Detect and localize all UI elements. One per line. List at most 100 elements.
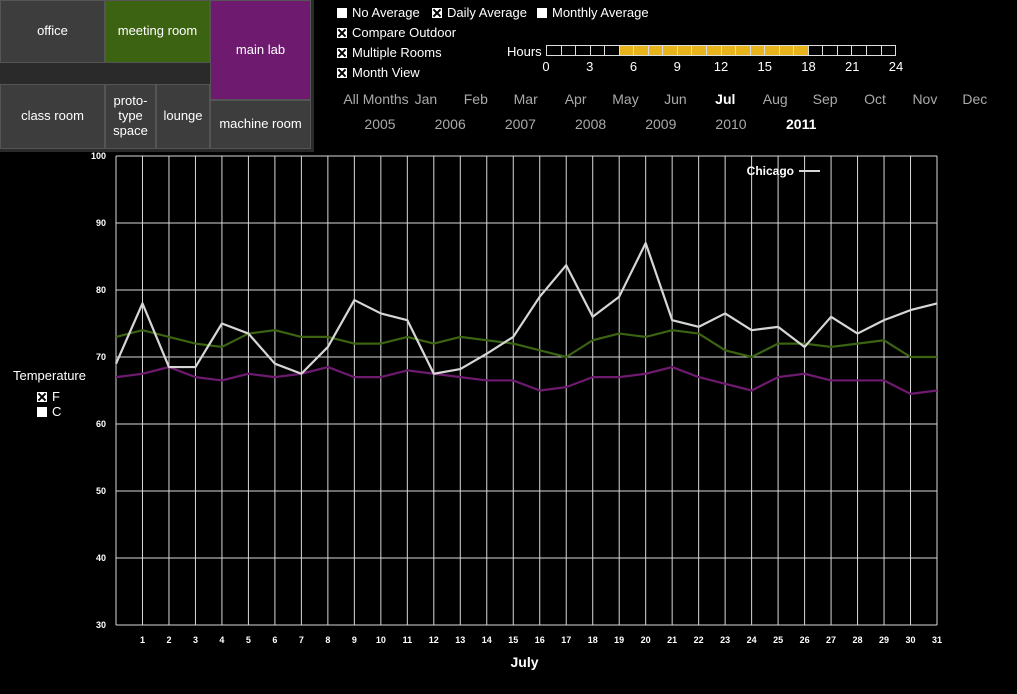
month-option[interactable]: Apr [564,91,587,107]
x-tick-label: 11 [403,635,413,645]
x-tick-label: 26 [800,635,810,645]
month-option[interactable]: Aug [762,91,788,107]
month-option[interactable]: Jul [715,91,736,107]
hour-cell[interactable] [721,46,737,55]
room-prototype-space[interactable]: proto- type space [105,84,156,149]
month-option[interactable]: May [612,91,639,107]
room-office[interactable]: office [0,0,105,63]
hours-tick-label: 15 [757,59,772,74]
month-option[interactable]: All Months [343,91,409,107]
compare-outdoor-checkbox[interactable] [337,27,347,38]
hours-tick-label: 21 [845,59,860,74]
year-option[interactable]: 2008 [575,116,607,132]
hour-cell[interactable] [605,46,620,55]
hour-cell[interactable] [619,46,635,55]
month-option[interactable]: Mar [513,91,538,107]
x-tick-label: 4 [219,635,224,645]
month-option[interactable]: Jun [664,91,687,107]
hour-cell[interactable] [547,46,562,55]
x-axis-label: July [510,654,538,670]
hour-cell[interactable] [576,46,591,55]
month-view-checkbox[interactable] [337,67,347,78]
unit-celsius[interactable]: C [37,404,61,419]
x-tick-label: 8 [325,635,330,645]
hour-cell[interactable] [677,46,693,55]
x-tick-label: 18 [588,635,598,645]
x-tick-label: 27 [826,635,836,645]
hour-cell[interactable] [867,46,882,55]
year-option[interactable]: 2009 [645,116,677,132]
month-option[interactable]: Sep [812,91,838,107]
x-tick-label: 29 [879,635,889,645]
no-average-checkbox[interactable] [337,7,347,18]
x-tick-label: 22 [694,635,704,645]
x-tick-label: 1 [140,635,145,645]
x-tick-label: 17 [561,635,571,645]
year-option[interactable]: 2005 [364,116,396,132]
year-option[interactable]: 2007 [504,116,536,132]
room-main-lab[interactable]: main lab [210,0,311,100]
hour-cell[interactable] [823,46,838,55]
hour-cell[interactable] [809,46,824,55]
option-month-view[interactable]: Month View [337,65,420,80]
hour-cell[interactable] [852,46,868,55]
unit-fahrenheit[interactable]: F [37,389,60,404]
y-tick-label: 90 [96,218,106,228]
multiple-rooms-checkbox[interactable] [337,47,347,58]
option-no-average[interactable]: No Average [337,5,420,20]
option-daily-average[interactable]: Daily Average [432,5,527,20]
option-compare-outdoor[interactable]: Compare Outdoor [337,25,456,40]
multiple-rooms-label: Multiple Rooms [352,45,442,60]
fahrenheit-label: F [52,389,60,404]
hour-cell[interactable] [692,46,708,55]
y-tick-label: 30 [96,620,106,630]
hours-tick-label: 6 [629,59,638,74]
option-multiple-rooms[interactable]: Multiple Rooms [337,45,442,60]
temperature-title: Temperature [13,368,86,383]
hours-tick-label: 18 [801,59,816,74]
room-meeting-room[interactable]: meeting room [105,0,210,63]
month-option[interactable]: Dec [962,91,988,107]
hour-cell[interactable] [562,46,577,55]
hours-tick-label: 9 [673,59,681,74]
x-tick-label: 21 [667,635,677,645]
option-monthly-average[interactable]: Monthly Average [537,5,649,20]
hour-cell[interactable] [779,46,795,55]
room-class-room[interactable]: class room [0,84,105,149]
year-option[interactable]: 2010 [715,116,747,132]
month-option[interactable]: Oct [864,91,886,107]
y-tick-label: 40 [96,553,106,563]
y-tick-label: 50 [96,486,106,496]
hour-cell[interactable] [648,46,664,55]
hour-cell[interactable] [707,46,722,55]
room-map: office meeting room main lab class room … [0,0,314,152]
hour-cell[interactable] [736,46,751,55]
hour-cell[interactable] [750,46,766,55]
month-option[interactable]: Jan [414,91,438,107]
hour-cell[interactable] [838,46,853,55]
monthly-average-checkbox[interactable] [537,7,547,18]
hour-cell[interactable] [794,46,809,55]
x-tick-label: 7 [299,635,304,645]
year-option[interactable]: 2011 [786,116,817,132]
hour-cell[interactable] [765,46,780,55]
daily-average-checkbox[interactable] [432,7,442,18]
hours-tick-label: 0 [542,59,550,74]
month-option[interactable]: Feb [463,91,488,107]
fahrenheit-checkbox[interactable] [37,391,47,402]
year-option[interactable]: 2006 [434,116,466,132]
hour-cell[interactable] [634,46,649,55]
y-tick-label: 100 [91,151,106,161]
series-line [115,365,938,395]
hours-tick-label: 12 [713,59,729,74]
celsius-checkbox[interactable] [37,406,47,417]
hour-cell[interactable] [591,46,606,55]
hours-slider[interactable] [546,45,896,56]
room-lounge[interactable]: lounge [156,84,210,149]
x-tick-label: 15 [508,635,518,645]
x-tick-label: 16 [535,635,545,645]
month-option[interactable]: Nov [912,91,938,107]
hour-cell[interactable] [663,46,678,55]
room-machine-room[interactable]: machine room [210,100,311,149]
